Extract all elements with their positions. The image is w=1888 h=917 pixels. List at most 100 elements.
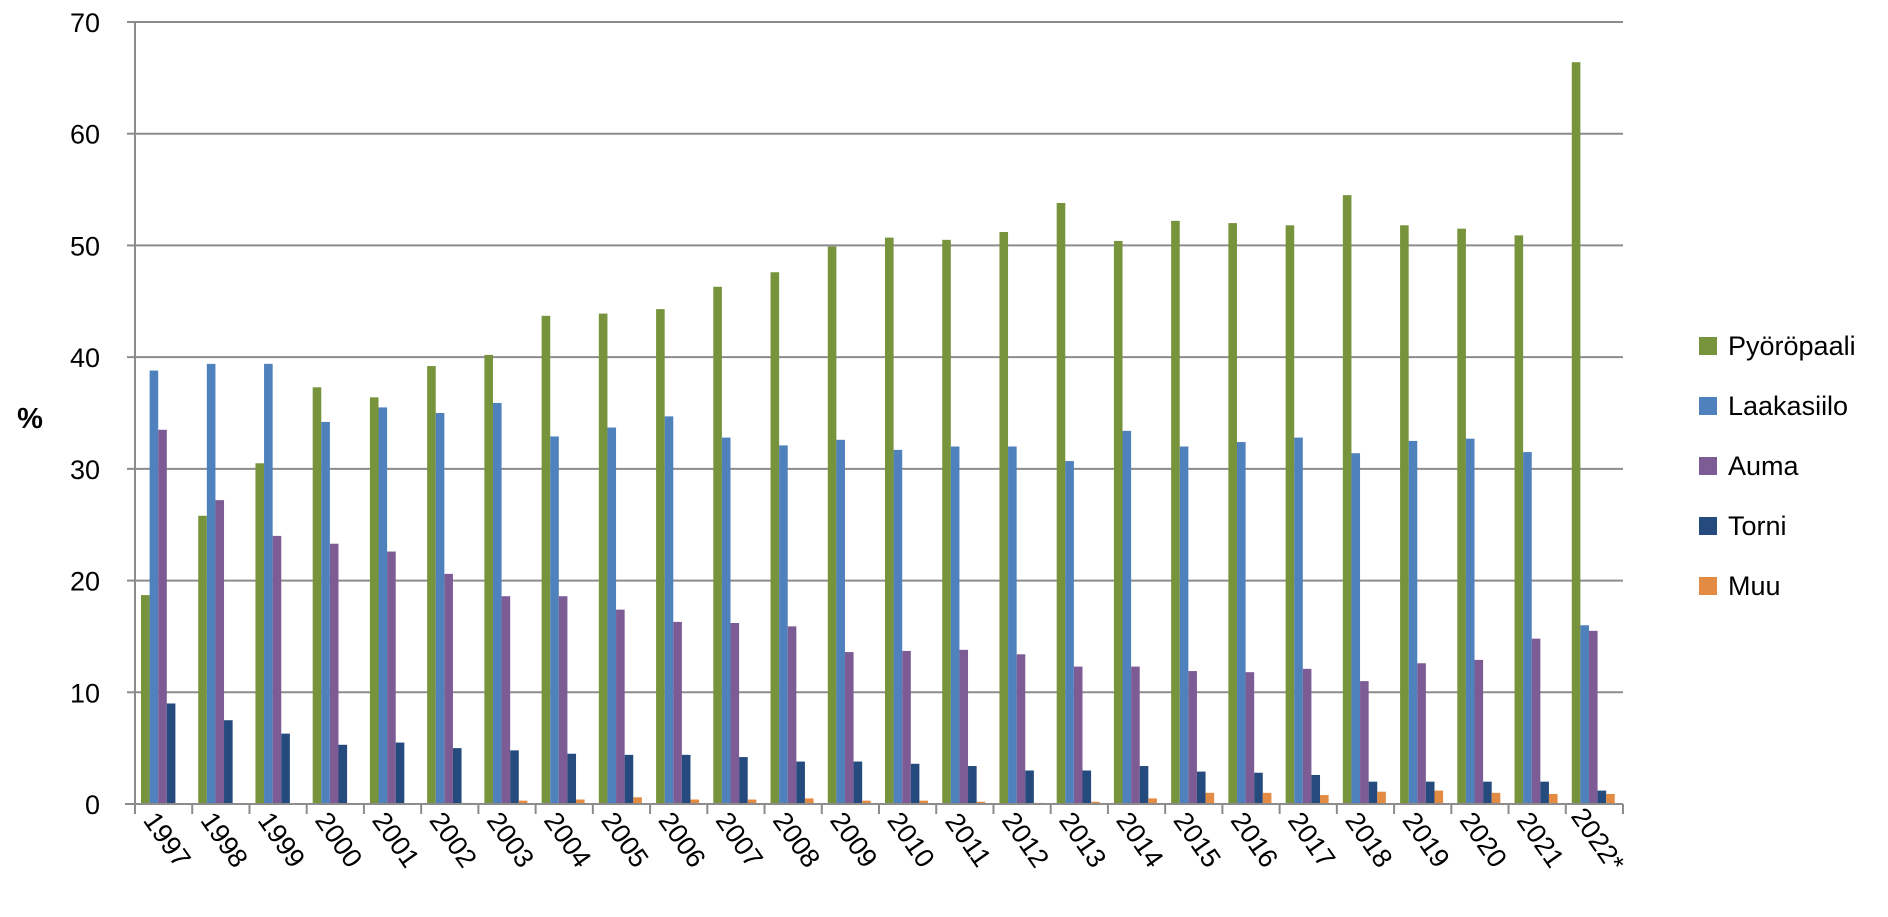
x-tick-label: 2022*	[1565, 802, 1630, 877]
bar	[1065, 461, 1074, 804]
x-tick-label: 2015	[1168, 807, 1227, 873]
x-tick-label: 2004	[538, 807, 597, 873]
x-tick-label: 2009	[824, 807, 883, 873]
bar	[1457, 228, 1466, 805]
x-tick-labels: 1997199819992000200120022003200420052006…	[137, 802, 1630, 877]
bar	[1548, 793, 1558, 804]
legend-swatch	[1699, 457, 1717, 475]
legend: Pyöröpaali Laakasiilo Auma Torni Muu	[1699, 331, 1856, 601]
bar	[1434, 790, 1444, 804]
legend-swatch	[1699, 577, 1717, 595]
bar	[1016, 654, 1026, 804]
bar	[1417, 663, 1426, 804]
bar	[673, 621, 682, 804]
bar	[444, 573, 453, 804]
bar	[1360, 681, 1369, 804]
bar	[1474, 659, 1484, 804]
bar	[690, 799, 700, 804]
bar	[770, 272, 780, 804]
bars	[141, 62, 1615, 805]
y-tick-label: 50	[70, 231, 100, 261]
axes	[125, 21, 1624, 814]
bar	[224, 720, 233, 804]
bar	[721, 437, 731, 804]
bar	[893, 449, 903, 804]
bar	[713, 286, 722, 804]
bar	[739, 757, 748, 804]
x-tick-label: 2016	[1225, 807, 1284, 873]
bar	[1196, 771, 1206, 804]
bar	[1606, 793, 1615, 804]
bar	[747, 799, 757, 804]
bar	[281, 733, 290, 804]
bar	[387, 551, 396, 804]
bar	[550, 436, 559, 804]
bar	[853, 761, 863, 804]
bar	[1228, 223, 1237, 805]
bar	[976, 801, 986, 804]
bar	[501, 596, 511, 804]
bar	[206, 363, 216, 804]
bar	[827, 246, 837, 805]
bar	[885, 237, 894, 805]
bar	[321, 421, 330, 804]
bar	[378, 407, 388, 804]
bar	[510, 750, 519, 804]
legend-swatch	[1699, 517, 1717, 535]
bar	[1408, 440, 1418, 804]
y-tick-label: 40	[70, 343, 100, 373]
bar	[518, 800, 528, 804]
bar	[999, 232, 1009, 804]
bar	[1523, 452, 1532, 804]
x-tick-label: 2007	[710, 807, 769, 873]
bar	[576, 799, 585, 804]
x-tick-label: 2013	[1053, 807, 1112, 873]
bar	[1571, 62, 1581, 805]
bar	[1113, 240, 1123, 804]
bar	[541, 315, 551, 804]
bar	[1465, 438, 1475, 804]
x-tick-label: 2005	[595, 807, 654, 873]
bar	[1056, 202, 1066, 805]
bar	[779, 445, 788, 804]
bar	[1122, 430, 1132, 804]
x-tick-label: 2020	[1454, 807, 1513, 873]
bar	[836, 439, 845, 804]
y-axis-label: %	[17, 403, 43, 435]
bar	[942, 239, 951, 805]
bar	[166, 703, 176, 804]
bar	[633, 797, 642, 804]
y-tick-label: 0	[85, 790, 100, 820]
bar	[1514, 235, 1524, 804]
bar	[1368, 781, 1378, 804]
x-tick-label: 2006	[653, 807, 712, 873]
y-tick-label: 20	[70, 567, 100, 597]
bar	[1285, 225, 1295, 804]
y-tick-label: 10	[70, 678, 100, 708]
bar	[1245, 672, 1255, 804]
bar	[1254, 772, 1263, 804]
bar	[272, 535, 282, 804]
bar	[435, 413, 445, 804]
bar	[624, 754, 634, 804]
bar	[919, 800, 928, 804]
bar	[1597, 790, 1607, 804]
bar	[1188, 671, 1197, 804]
bar	[902, 650, 911, 804]
bar	[1148, 798, 1157, 804]
x-tick-label: 2019	[1397, 807, 1456, 873]
bar	[1131, 666, 1140, 804]
legend-swatch	[1699, 397, 1717, 415]
bar	[598, 313, 608, 804]
bar	[141, 595, 150, 804]
bar	[616, 609, 625, 804]
x-tick-label: 1999	[252, 807, 311, 873]
bar	[1400, 225, 1409, 804]
bar	[198, 515, 207, 804]
x-tick-label: 2014	[1110, 807, 1169, 873]
y-tick-label: 60	[70, 120, 100, 150]
x-tick-label: 2011	[939, 807, 997, 872]
bar	[664, 416, 674, 804]
legend-label: Muu	[1728, 571, 1781, 601]
